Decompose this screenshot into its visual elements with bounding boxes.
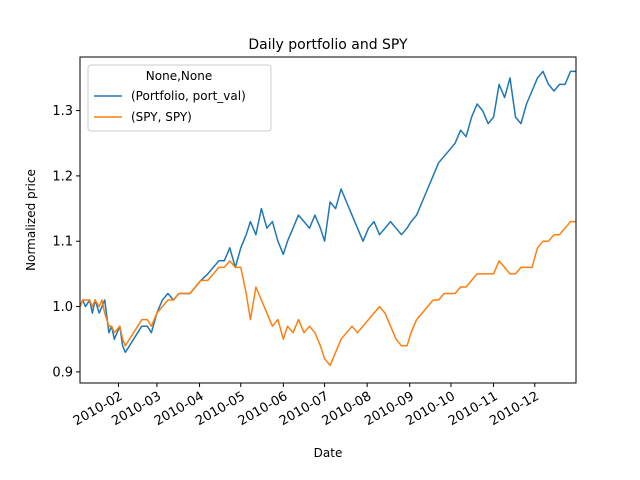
y-tick-label: 1.1 [52, 235, 73, 250]
y-tick-label: 0.9 [52, 365, 73, 380]
y-tick-label: 1.3 [52, 104, 73, 119]
y-tick-label: 1.0 [52, 300, 73, 315]
y-tick-label: 1.2 [52, 169, 73, 184]
legend-entries: (Portfolio, port_val) (SPY, SPY) [94, 89, 246, 124]
legend-label: (SPY, SPY) [131, 110, 192, 124]
axes-frame [79, 56, 577, 384]
series-layer [79, 70, 576, 367]
chart-title: Daily portfolio and SPY [248, 37, 408, 53]
series-line-portfolio [79, 70, 576, 354]
legend-box [87, 64, 272, 132]
y-axis: 0.9 1.0 1.1 1.2 1.3 [52, 104, 80, 380]
x-axis-title: Date [314, 446, 343, 460]
legend-label: (Portfolio, port_val) [131, 89, 246, 103]
legend-title: None,None [146, 69, 212, 83]
legend: None,None (Portfolio, port_val) (SPY, SPY… [87, 64, 272, 132]
series-line-spy [79, 220, 576, 367]
y-axis-title: Normalized price [24, 169, 38, 271]
